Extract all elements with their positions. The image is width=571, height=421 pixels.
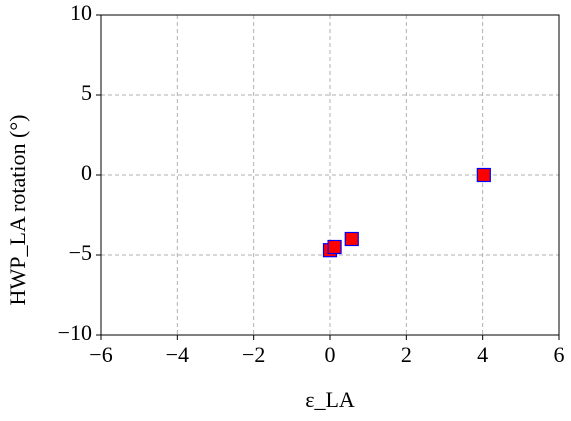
y-axis-label: HWP_LA rotation (°) [5,115,30,306]
x-tick-label: 0 [325,342,336,367]
point [476,167,491,183]
x-tick-label: −2 [242,342,265,367]
x-tick-label: 4 [477,342,488,367]
x-tick-label: 6 [554,342,565,367]
point [344,231,359,247]
y-tick-label: −10 [58,320,92,345]
y-tick-label: 10 [70,0,92,25]
y-tick-label: −5 [69,240,92,265]
y-tick-label: 0 [81,160,92,185]
x-axis-label: ε_LA [305,387,355,412]
x-tick-label: −4 [166,342,189,367]
y-tick-label: 5 [81,80,92,105]
x-tick-label: −6 [89,342,112,367]
point [327,239,342,255]
x-tick-label: 2 [401,342,412,367]
plot-frame [100,14,560,336]
